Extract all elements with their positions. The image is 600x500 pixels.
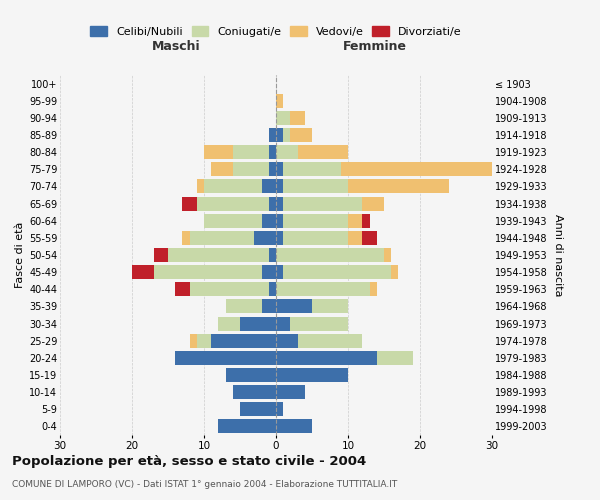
Bar [276, 248, 384, 262]
Bar [348, 180, 449, 194]
Text: COMUNE DI LAMPORO (VC) - Dati ISTAT 1° gennaio 2004 - Elaborazione TUTTITALIA.IT: COMUNE DI LAMPORO (VC) - Dati ISTAT 1° g… [12, 480, 397, 489]
Bar [298, 334, 362, 347]
Bar [262, 180, 276, 194]
Bar [283, 265, 391, 279]
Bar [197, 180, 204, 194]
Bar [362, 231, 377, 245]
Bar [276, 368, 348, 382]
Bar [269, 196, 276, 210]
Bar [341, 162, 492, 176]
Bar [132, 265, 154, 279]
Bar [218, 420, 276, 434]
Bar [226, 368, 276, 382]
Bar [182, 231, 190, 245]
Y-axis label: Fasce di età: Fasce di età [14, 222, 25, 288]
Text: Femmine: Femmine [343, 40, 407, 52]
Bar [211, 334, 276, 347]
Bar [204, 180, 262, 194]
Y-axis label: Anni di nascita: Anni di nascita [553, 214, 563, 296]
Bar [290, 111, 305, 125]
Bar [269, 282, 276, 296]
Bar [254, 231, 276, 245]
Bar [154, 265, 262, 279]
Bar [276, 316, 290, 330]
Bar [276, 111, 290, 125]
Bar [168, 248, 269, 262]
Bar [182, 196, 197, 210]
Bar [233, 145, 269, 159]
Bar [190, 282, 269, 296]
Bar [276, 145, 298, 159]
Bar [298, 145, 348, 159]
Bar [276, 351, 377, 365]
Bar [218, 316, 240, 330]
Bar [276, 94, 283, 108]
Bar [283, 231, 348, 245]
Text: Maschi: Maschi [152, 40, 201, 52]
Bar [276, 265, 283, 279]
Bar [276, 196, 283, 210]
Bar [290, 316, 348, 330]
Bar [276, 385, 305, 399]
Bar [283, 196, 362, 210]
Legend: Celibi/Nubili, Coniugati/e, Vedovi/e, Divorziati/e: Celibi/Nubili, Coniugati/e, Vedovi/e, Di… [87, 23, 465, 40]
Bar [276, 334, 298, 347]
Text: Popolazione per età, sesso e stato civile - 2004: Popolazione per età, sesso e stato civil… [12, 455, 366, 468]
Bar [197, 196, 269, 210]
Bar [384, 248, 391, 262]
Bar [283, 128, 290, 142]
Bar [190, 334, 197, 347]
Bar [233, 385, 276, 399]
Bar [290, 128, 312, 142]
Bar [204, 145, 233, 159]
Bar [240, 316, 276, 330]
Bar [377, 351, 413, 365]
Bar [269, 145, 276, 159]
Bar [276, 180, 283, 194]
Bar [276, 214, 283, 228]
Bar [362, 196, 384, 210]
Bar [197, 334, 211, 347]
Bar [362, 214, 370, 228]
Bar [262, 265, 276, 279]
Bar [276, 282, 370, 296]
Bar [276, 231, 283, 245]
Bar [175, 282, 190, 296]
Bar [154, 248, 168, 262]
Bar [204, 214, 262, 228]
Bar [276, 162, 283, 176]
Bar [276, 402, 283, 416]
Bar [190, 231, 254, 245]
Bar [283, 180, 348, 194]
Bar [276, 300, 312, 314]
Bar [276, 128, 283, 142]
Bar [370, 282, 377, 296]
Bar [262, 214, 276, 228]
Bar [240, 402, 276, 416]
Bar [226, 300, 262, 314]
Bar [348, 231, 362, 245]
Bar [269, 248, 276, 262]
Bar [262, 300, 276, 314]
Bar [211, 162, 233, 176]
Bar [269, 128, 276, 142]
Bar [283, 162, 341, 176]
Bar [233, 162, 269, 176]
Bar [348, 214, 362, 228]
Bar [175, 351, 276, 365]
Bar [276, 420, 312, 434]
Bar [391, 265, 398, 279]
Bar [269, 162, 276, 176]
Bar [312, 300, 348, 314]
Bar [283, 214, 348, 228]
